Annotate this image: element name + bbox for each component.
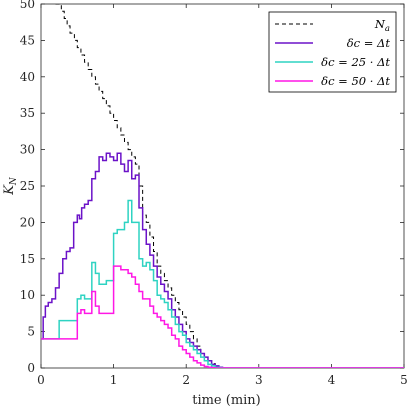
- legend-box: [268, 11, 397, 93]
- y-tick-label: 10: [20, 288, 35, 302]
- y-tick-label: 50: [20, 0, 35, 11]
- x-tick-label: 2: [182, 373, 190, 387]
- series-line-3: [41, 265, 404, 368]
- series-line-1: [41, 152, 404, 368]
- legend: Na δc = Δt δc = 25 · Δt δc = 50 · Δt: [268, 11, 397, 93]
- legend-entry-1: δc = Δt: [347, 36, 391, 50]
- x-axis-label: time (min): [192, 393, 261, 408]
- y-axis-label: KN: [2, 176, 19, 196]
- series-layer: [41, 4, 404, 368]
- legend-entry-0: Na: [374, 17, 390, 34]
- x-tick-label: 5: [400, 373, 408, 387]
- y-tick-label: 25: [20, 179, 35, 193]
- y-tick-label: 15: [20, 252, 35, 266]
- series-line-0: [55, 4, 404, 368]
- legend-entry-3: δc = 50 · Δt: [321, 74, 390, 88]
- x-tick-label: 4: [328, 373, 336, 387]
- y-tick-label: 0: [27, 361, 35, 375]
- y-tick-label: 20: [20, 215, 35, 229]
- y-tick-label: 40: [20, 70, 35, 84]
- y-tick-label: 45: [20, 33, 35, 47]
- y-tick-label: 35: [20, 106, 35, 120]
- x-tick-label: 1: [110, 373, 118, 387]
- x-tick-label: 0: [37, 373, 45, 387]
- legend-entry-2: δc = 25 · Δt: [321, 55, 390, 69]
- series-line-2: [41, 199, 404, 368]
- x-tick-label: 3: [255, 373, 263, 387]
- y-tick-label: 5: [27, 325, 35, 339]
- y-tick-label: 30: [20, 143, 35, 157]
